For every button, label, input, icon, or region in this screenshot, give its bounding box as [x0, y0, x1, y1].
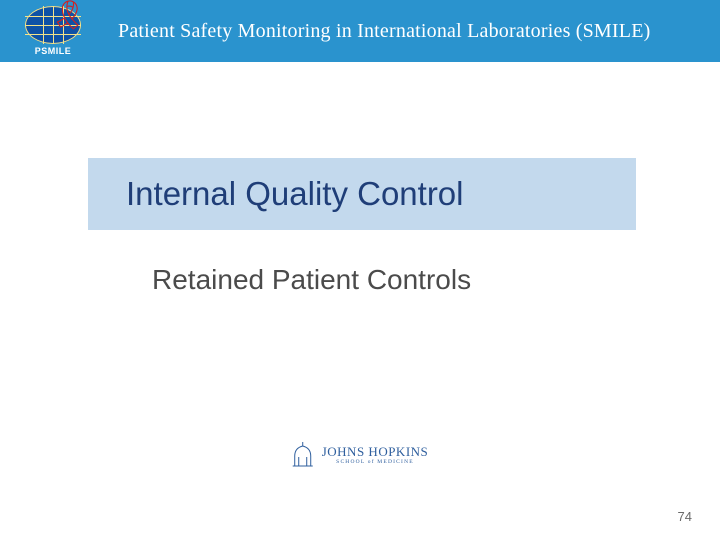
title-band: Internal Quality Control: [88, 158, 636, 230]
header-bar: 🎗 PSMILE Patient Safety Monitoring in In…: [0, 0, 720, 62]
globe-icon: 🎗: [25, 6, 81, 44]
ribbon-icon: 🎗: [50, 0, 89, 32]
header-title: Patient Safety Monitoring in Internation…: [118, 20, 650, 43]
institution-subname: SCHOOL of MEDICINE: [322, 460, 429, 466]
footer-logo: JOHNS HOPKINS SCHOOL of MEDICINE: [292, 442, 429, 468]
logo-label: PSMILE: [35, 46, 72, 56]
psmile-logo: 🎗 PSMILE: [14, 0, 92, 62]
institution-name: JOHNS HOPKINS: [322, 445, 429, 458]
slide-subtitle: Retained Patient Controls: [152, 264, 471, 296]
slide: 🎗 PSMILE Patient Safety Monitoring in In…: [0, 0, 720, 540]
institution-text: JOHNS HOPKINS SCHOOL of MEDICINE: [322, 445, 429, 466]
dome-icon: [292, 442, 314, 468]
slide-title: Internal Quality Control: [126, 175, 464, 213]
page-number: 74: [678, 509, 692, 524]
